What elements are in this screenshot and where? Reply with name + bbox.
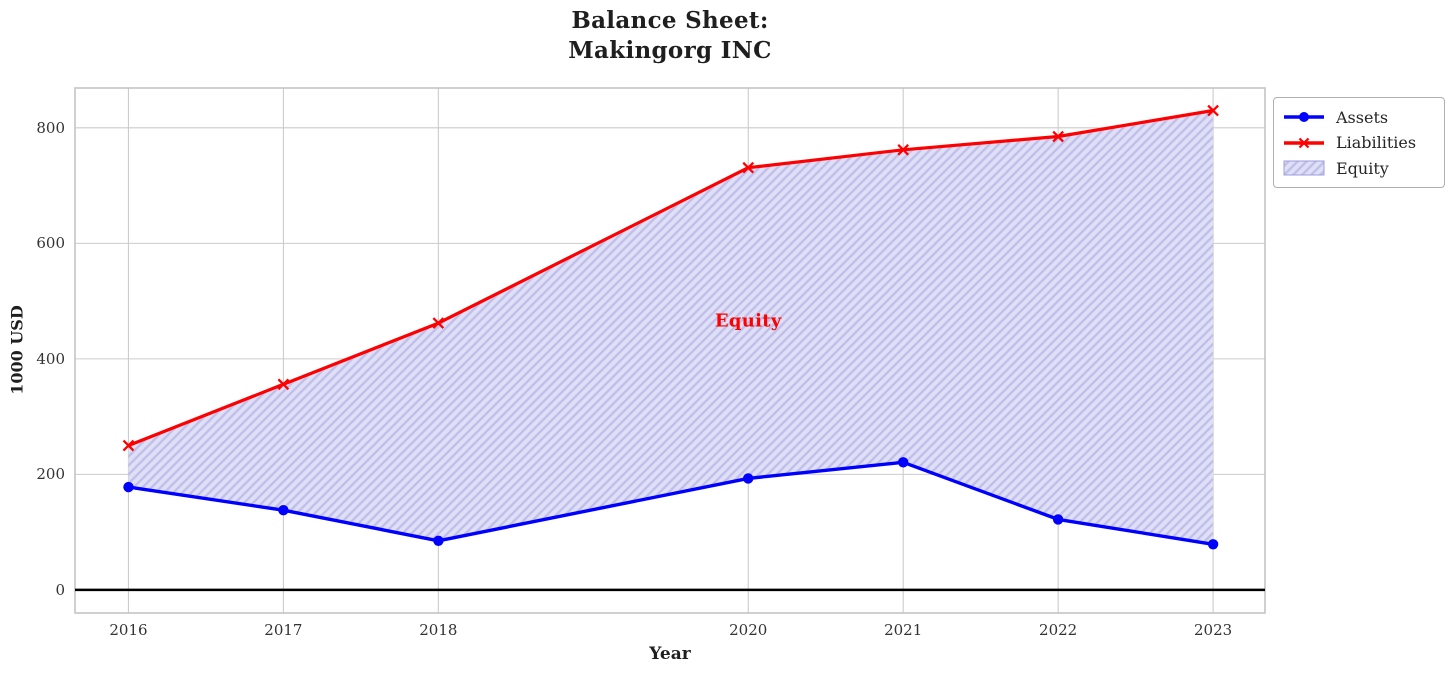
x-tick-label: 2021: [884, 621, 923, 639]
legend-entry-equity: Equity: [1282, 159, 1436, 178]
axes-spines: [74, 87, 1266, 614]
liabilities-marker: [1052, 130, 1064, 143]
liabilities-marker: [1207, 104, 1219, 117]
assets-marker: [123, 481, 134, 493]
chart-title: Balance Sheet: Makingorg INC: [75, 6, 1265, 66]
liabilities-marker: [277, 378, 290, 391]
liabilities-line-swatch-icon: [1284, 137, 1324, 148]
legend-label-liabilities: Liabilities: [1336, 133, 1417, 152]
liabilities-marker: [122, 439, 135, 452]
y-tick-label: 200: [36, 465, 65, 484]
liabilities-marker: [432, 317, 445, 329]
y-tick-label: 400: [36, 349, 65, 368]
assets-marker: [1052, 514, 1064, 525]
assets-marker: [278, 505, 289, 516]
y-tick-label: 800: [36, 118, 65, 137]
assets-marker: [898, 457, 909, 468]
equity-patch-swatch-icon: [1283, 160, 1325, 176]
equity-fill: [128, 110, 1214, 545]
liabilities-marker: [897, 143, 910, 156]
y-tick-label: 600: [36, 234, 65, 253]
assets-marker: [433, 535, 444, 546]
x-tick-label: 2022: [1039, 621, 1078, 639]
assets-marker: [1207, 539, 1219, 550]
x-tick-label: 2020: [729, 621, 768, 639]
assets-line-swatch-icon: [1284, 112, 1324, 122]
x-tick-label: 2018: [419, 621, 458, 639]
chart-title-line2: Makingorg INC: [568, 37, 772, 64]
x-axis-label: Year: [649, 644, 691, 664]
chart-title-line1: Balance Sheet:: [571, 7, 769, 34]
equity-annotation: Equity: [714, 310, 782, 332]
legend-label-assets: Assets: [1336, 107, 1389, 127]
x-tick-label: 2017: [264, 621, 303, 639]
assets-marker: [743, 473, 754, 484]
liabilities-marker: [742, 161, 755, 174]
y-tick-label: 0: [55, 580, 65, 599]
legend-label-equity: Equity: [1336, 158, 1389, 178]
x-tick-label: 2023: [1193, 621, 1233, 639]
legend-entry-assets: Assets: [1282, 108, 1436, 127]
legend-entry-liabilities: Liabilities: [1282, 133, 1436, 152]
x-tick-label: 2016: [109, 621, 148, 639]
legend: Assets Liabilities Equity: [1273, 97, 1445, 188]
